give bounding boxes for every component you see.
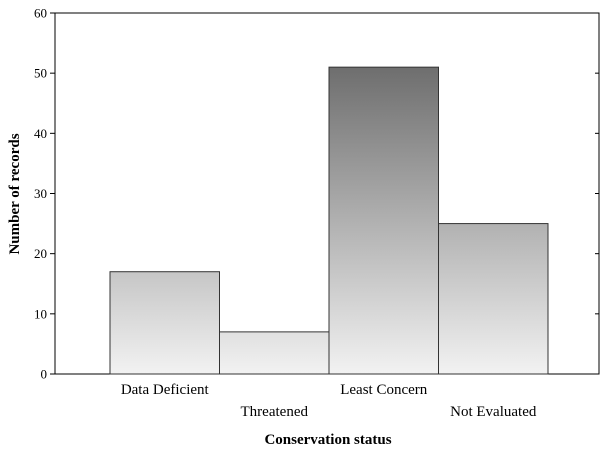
y-tick-label: 0: [41, 367, 48, 382]
y-tick-label: 50: [34, 66, 47, 81]
bar-not-evaluated: [438, 223, 549, 375]
x-tick-label: Threatened: [241, 404, 309, 420]
bar-data-deficient: [109, 271, 220, 375]
x-axis-labels: Data Deficient Threatened Least Concern Not…: [121, 382, 537, 420]
y-tick-label: 40: [34, 126, 47, 141]
y-tick-label: 30: [34, 186, 47, 201]
x-axis-title: Conservation status: [264, 432, 391, 448]
x-tick-label: Data Deficient: [121, 382, 210, 398]
y-tick-label: 10: [34, 306, 47, 321]
y-axis-ticks: 0 10 20 30 40 50 60: [34, 6, 599, 382]
bar-least-concern: [328, 66, 439, 375]
y-tick-label: 60: [34, 6, 47, 21]
y-axis-title: Number of records: [7, 133, 23, 254]
y-tick-label: 20: [34, 246, 47, 261]
x-tick-label: Least Concern: [340, 382, 428, 398]
bars-group: [109, 66, 549, 375]
bar-threatened: [219, 331, 330, 375]
x-tick-label: Not Evaluated: [450, 404, 537, 420]
